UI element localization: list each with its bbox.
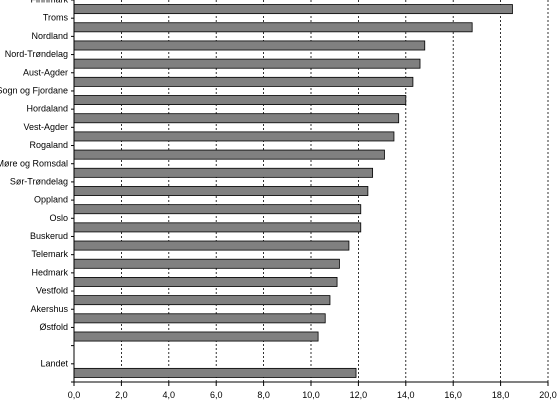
bar bbox=[73, 40, 426, 51]
category-label: Hedmark bbox=[31, 267, 68, 277]
x-tick-label: 10,0 bbox=[302, 390, 320, 400]
category-label: Nordland bbox=[31, 31, 68, 41]
bar bbox=[73, 113, 400, 124]
category-label: Akershus bbox=[30, 304, 68, 314]
x-tick-label: 2,0 bbox=[115, 390, 128, 400]
bar bbox=[73, 222, 362, 233]
category-label: Vestfold bbox=[36, 286, 68, 296]
category-label: Nord-Trøndelag bbox=[5, 49, 68, 59]
x-tick-label: 12,0 bbox=[350, 390, 368, 400]
category-label: Telemark bbox=[31, 249, 68, 259]
category-label: Troms bbox=[43, 13, 69, 23]
category-label: Rogaland bbox=[29, 140, 68, 150]
category-label: Østfold bbox=[39, 322, 68, 332]
bar bbox=[73, 331, 319, 342]
bar bbox=[73, 4, 513, 15]
bar bbox=[73, 240, 350, 251]
x-tick-label: 0,0 bbox=[68, 390, 81, 400]
bar bbox=[73, 22, 473, 33]
x-tick-label: 6,0 bbox=[210, 390, 223, 400]
category-labels: Finnmark Troms Nordland Nord-Trøndelag Aust-… bbox=[0, 0, 68, 368]
bar bbox=[73, 95, 407, 105]
bar bbox=[73, 313, 326, 324]
x-tick-label: 4,0 bbox=[163, 390, 176, 400]
bar bbox=[73, 277, 338, 287]
category-label: Møre og Romsdal bbox=[0, 158, 68, 168]
axes bbox=[71, 0, 549, 386]
bars bbox=[73, 4, 513, 378]
category-label: Sør-Trøndelag bbox=[10, 176, 68, 186]
category-label: Vest-Agder bbox=[23, 122, 68, 132]
bar bbox=[73, 58, 421, 69]
bar bbox=[73, 295, 331, 306]
x-tick-label: 20,0 bbox=[539, 390, 557, 400]
bar bbox=[73, 149, 385, 160]
bar bbox=[73, 76, 414, 87]
category-label: Hordaland bbox=[26, 104, 68, 114]
bar bbox=[73, 204, 362, 215]
category-label: Aust-Agder bbox=[23, 67, 68, 77]
x-tick-label: 16,0 bbox=[444, 390, 462, 400]
x-tick-label: 8,0 bbox=[257, 390, 270, 400]
x-tick-label: 14,0 bbox=[397, 390, 415, 400]
bar bbox=[73, 258, 340, 269]
category-label: Finnmark bbox=[30, 0, 68, 5]
category-label: Landet bbox=[40, 358, 68, 368]
x-tick-labels: 0,0 2,0 4,0 6,0 8,0 10,0 12,0 14,0 16,0 18,0 20,0 bbox=[68, 390, 557, 400]
bar bbox=[73, 367, 357, 378]
category-label: Sogn og Fjordane bbox=[0, 86, 68, 96]
category-label: Oppland bbox=[34, 195, 68, 205]
category-label: Oslo bbox=[49, 213, 68, 223]
category-label: Buskerud bbox=[30, 231, 68, 241]
bar bbox=[73, 131, 395, 142]
bar bbox=[73, 167, 374, 178]
bar bbox=[73, 186, 369, 196]
x-tick-label: 18,0 bbox=[492, 390, 510, 400]
